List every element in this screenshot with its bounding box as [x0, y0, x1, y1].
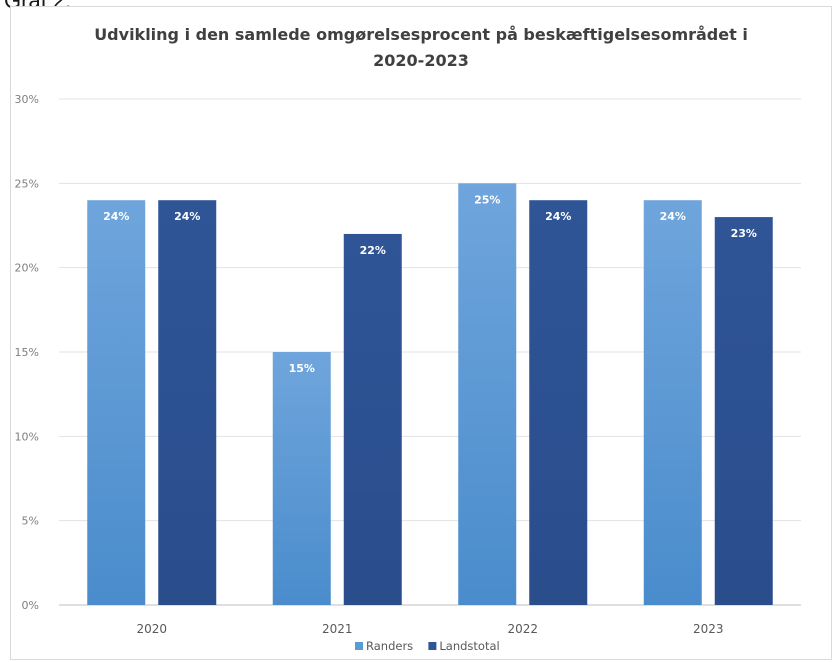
bar-landstotal-2021	[343, 233, 402, 605]
y-tick-label: 15%	[15, 346, 39, 359]
y-tick-label: 25%	[15, 177, 39, 190]
y-tick-label: 30%	[15, 93, 39, 106]
bar-randers-2023	[643, 200, 702, 605]
legend: Randers Landstotal	[355, 639, 500, 653]
x-tick-label: 2023	[693, 622, 724, 636]
bar-landstotal-2023	[714, 217, 773, 606]
chart-title-line-2: 2020-2023	[373, 51, 469, 70]
bar-randers-2020	[87, 200, 146, 605]
y-tick-label: 5%	[22, 515, 39, 528]
data-label-randers-2021: 15%	[289, 362, 315, 375]
chart-title-line-1: Udvikling i den samlede omgørelsesprocen…	[94, 25, 748, 44]
y-tick-label: 0%	[22, 599, 39, 612]
y-tick-label: 20%	[15, 262, 39, 275]
data-label-landstotal-2023: 23%	[731, 227, 757, 240]
y-tick-label: 10%	[15, 430, 39, 443]
bar-randers-2022	[458, 183, 517, 606]
x-tick-label: 2021	[322, 622, 353, 636]
data-labels: 24% 24% 15% 22% 25% 24% 24% 23%	[103, 193, 757, 375]
bars	[87, 183, 773, 606]
chart-canvas: Udvikling i den samlede omgørelsesprocen…	[15, 25, 801, 653]
bar-randers-2021	[272, 352, 331, 605]
legend-label-randers: Randers	[366, 639, 413, 653]
legend-swatch-randers	[355, 642, 363, 650]
y-axis-ticks: 0% 5% 10% 15% 20% 25% 30%	[15, 93, 39, 612]
data-label-randers-2023: 24%	[660, 210, 686, 223]
data-label-landstotal-2021: 22%	[360, 244, 386, 257]
data-label-randers-2020: 24%	[103, 210, 129, 223]
legend-swatch-landstotal	[428, 642, 437, 650]
data-label-landstotal-2022: 24%	[545, 210, 571, 223]
chart-frame: Udvikling i den samlede omgørelsesprocen…	[10, 6, 832, 660]
x-tick-label: 2022	[507, 622, 538, 636]
legend-label-landstotal: Landstotal	[439, 639, 499, 653]
bar-landstotal-2022	[529, 200, 588, 605]
data-label-randers-2022: 25%	[474, 193, 500, 206]
x-tick-label: 2020	[136, 622, 167, 636]
data-label-landstotal-2020: 24%	[174, 210, 200, 223]
x-axis-ticks: 2020 2021 2022 2023	[136, 622, 723, 636]
bar-landstotal-2020	[158, 200, 217, 605]
